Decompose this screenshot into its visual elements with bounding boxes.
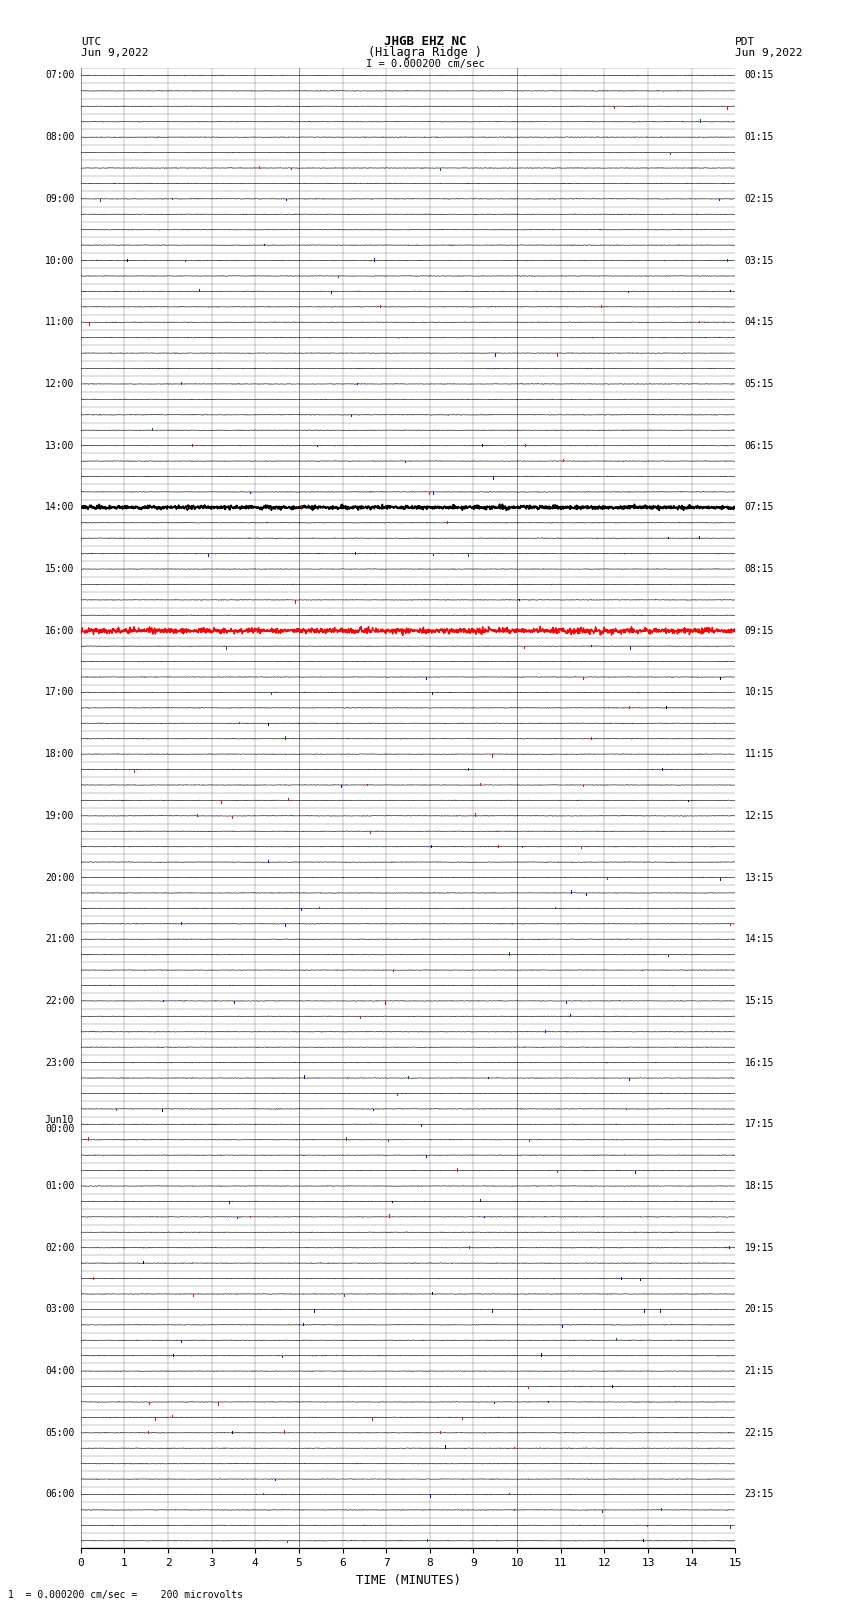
Text: 12:15: 12:15 [745, 811, 774, 821]
Text: 18:15: 18:15 [745, 1181, 774, 1190]
Text: 03:15: 03:15 [745, 255, 774, 266]
Text: 21:00: 21:00 [45, 934, 74, 944]
Text: UTC: UTC [81, 37, 101, 47]
Text: Jun 9,2022: Jun 9,2022 [81, 48, 148, 58]
Text: 09:00: 09:00 [45, 194, 74, 203]
Text: 04:15: 04:15 [745, 318, 774, 327]
Text: Jun 9,2022: Jun 9,2022 [735, 48, 802, 58]
Text: 22:00: 22:00 [45, 995, 74, 1007]
Text: 20:15: 20:15 [745, 1305, 774, 1315]
Text: 19:00: 19:00 [45, 811, 74, 821]
Text: 16:00: 16:00 [45, 626, 74, 636]
Text: PDT: PDT [735, 37, 756, 47]
Text: 17:15: 17:15 [745, 1119, 774, 1129]
Text: 14:00: 14:00 [45, 502, 74, 513]
Text: 11:15: 11:15 [745, 748, 774, 760]
Text: 09:15: 09:15 [745, 626, 774, 636]
Text: 23:00: 23:00 [45, 1058, 74, 1068]
Text: 08:15: 08:15 [745, 565, 774, 574]
Text: 21:15: 21:15 [745, 1366, 774, 1376]
Text: 03:00: 03:00 [45, 1305, 74, 1315]
Text: 05:15: 05:15 [745, 379, 774, 389]
Text: 20:00: 20:00 [45, 873, 74, 882]
Text: 22:15: 22:15 [745, 1428, 774, 1437]
Text: 12:00: 12:00 [45, 379, 74, 389]
Text: 15:00: 15:00 [45, 565, 74, 574]
Text: JHGB EHZ NC: JHGB EHZ NC [383, 34, 467, 47]
Text: 07:15: 07:15 [745, 502, 774, 513]
Text: 08:00: 08:00 [45, 132, 74, 142]
Text: 16:15: 16:15 [745, 1058, 774, 1068]
Text: 00:15: 00:15 [745, 71, 774, 81]
Text: 19:15: 19:15 [745, 1242, 774, 1253]
Text: 02:15: 02:15 [745, 194, 774, 203]
Text: 10:00: 10:00 [45, 255, 74, 266]
Text: 15:15: 15:15 [745, 995, 774, 1007]
Text: 06:15: 06:15 [745, 440, 774, 450]
Text: 13:15: 13:15 [745, 873, 774, 882]
Text: 02:00: 02:00 [45, 1242, 74, 1253]
Text: 13:00: 13:00 [45, 440, 74, 450]
Text: 07:00: 07:00 [45, 71, 74, 81]
Text: 11:00: 11:00 [45, 318, 74, 327]
Text: 05:00: 05:00 [45, 1428, 74, 1437]
Text: 06:00: 06:00 [45, 1489, 74, 1500]
Text: 01:00: 01:00 [45, 1181, 74, 1190]
X-axis label: TIME (MINUTES): TIME (MINUTES) [355, 1574, 461, 1587]
Text: 18:00: 18:00 [45, 748, 74, 760]
Text: 01:15: 01:15 [745, 132, 774, 142]
Text: 23:15: 23:15 [745, 1489, 774, 1500]
Text: 1  = 0.000200 cm/sec =    200 microvolts: 1 = 0.000200 cm/sec = 200 microvolts [8, 1590, 243, 1600]
Text: 04:00: 04:00 [45, 1366, 74, 1376]
Text: 00:00: 00:00 [45, 1124, 74, 1134]
Text: I = 0.000200 cm/sec: I = 0.000200 cm/sec [366, 60, 484, 69]
Text: 14:15: 14:15 [745, 934, 774, 944]
Text: 17:00: 17:00 [45, 687, 74, 697]
Text: (Hilagra Ridge ): (Hilagra Ridge ) [368, 45, 482, 58]
Text: Jun10: Jun10 [45, 1115, 74, 1124]
Text: 10:15: 10:15 [745, 687, 774, 697]
